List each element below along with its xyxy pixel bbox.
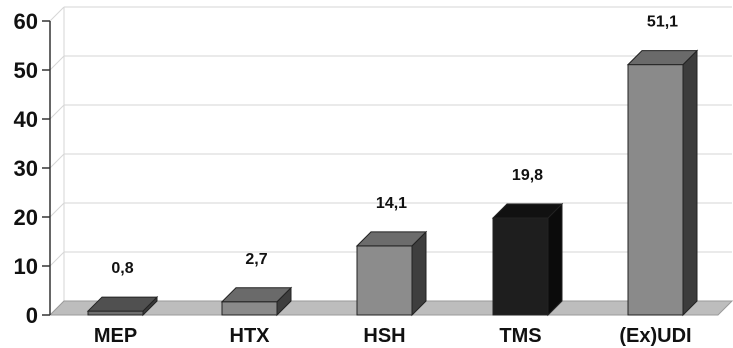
bar-top <box>491 203 564 219</box>
bar <box>86 295 159 317</box>
gridlines <box>49 6 732 316</box>
bar-front <box>356 245 413 316</box>
bars <box>86 49 699 317</box>
x-tick-label: MEP <box>94 325 137 347</box>
data-label: 19,8 <box>512 167 543 184</box>
y-tick-label: 20 <box>14 205 38 230</box>
bar-front <box>492 217 549 316</box>
y-tick-label: 60 <box>14 9 38 34</box>
data-labels: 0,8 2,7 14,1 19,8 51,1 <box>111 14 678 277</box>
x-tick-label: HTX <box>230 325 271 347</box>
bar-front <box>87 310 144 316</box>
data-label: 0,8 <box>111 260 133 277</box>
bar-top <box>626 50 699 66</box>
y-tick-label: 10 <box>14 254 38 279</box>
bar-top <box>355 231 428 247</box>
x-tick-label: TMS <box>499 325 541 347</box>
data-label: 51,1 <box>647 14 678 31</box>
gridline-depth <box>49 202 65 218</box>
bar-top <box>220 287 293 303</box>
x-tick-label: HSH <box>363 325 405 347</box>
bar-front <box>627 64 684 316</box>
bar-front <box>221 301 278 316</box>
bar-top <box>86 296 159 312</box>
bar <box>220 286 293 317</box>
x-tick-label: (Ex)UDI <box>619 325 691 347</box>
gridline-depth <box>49 6 65 22</box>
gridline-depth <box>49 55 65 71</box>
bar <box>355 230 428 317</box>
bar-side <box>547 202 563 317</box>
gridline-depth <box>49 104 65 120</box>
bar-side <box>682 49 698 317</box>
category-labels: MEP HTX HSH TMS (Ex)UDI <box>94 325 692 347</box>
bar <box>626 49 699 317</box>
y-tick-label: 40 <box>14 107 38 132</box>
bar <box>491 202 564 317</box>
gridline-depth <box>49 153 65 169</box>
y-tick-label: 50 <box>14 58 38 83</box>
y-tick-label: 30 <box>14 156 38 181</box>
data-label: 2,7 <box>245 251 267 268</box>
y-tick-label: 0 <box>26 303 38 328</box>
y-axis: 0 10 20 30 40 50 60 <box>14 9 51 328</box>
gridline-depth <box>49 251 65 267</box>
data-label: 14,1 <box>376 195 407 212</box>
